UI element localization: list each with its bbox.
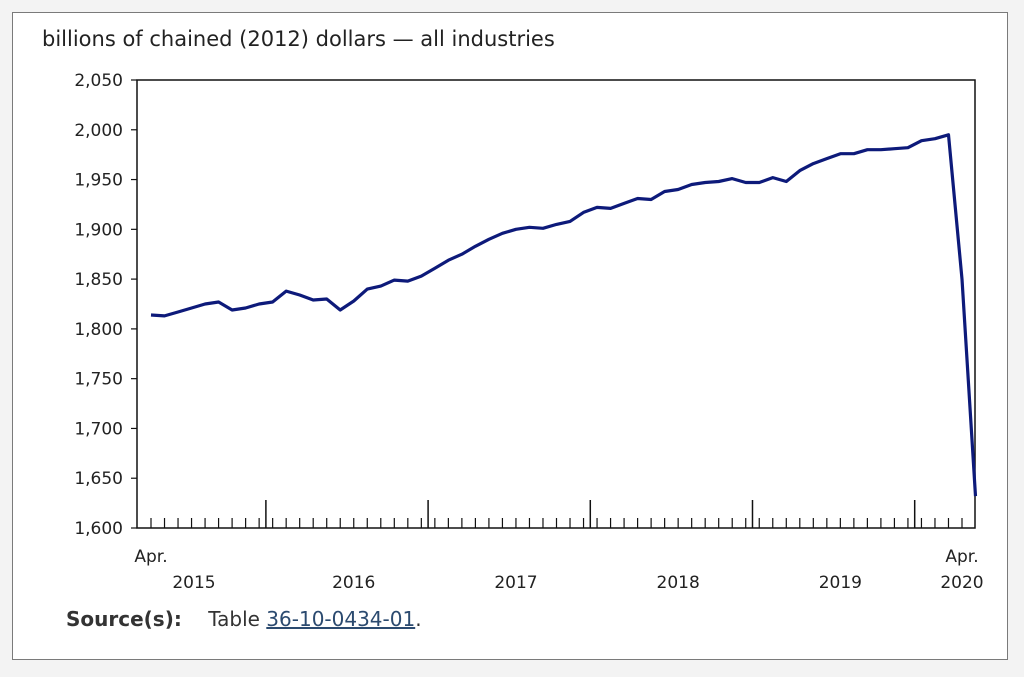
chart-frame [12, 12, 1008, 660]
x-tick-label: Apr. [945, 547, 978, 567]
source-table-link[interactable]: 36-10-0434-01 [266, 607, 416, 631]
source-prefix: Table [208, 607, 260, 631]
x-tick-label: 2020 [940, 573, 983, 593]
x-tick-label: 2016 [332, 573, 375, 593]
source-label: Source(s): [66, 607, 182, 631]
x-tick-label: 2019 [819, 573, 862, 593]
y-tick-label: 1,800 [74, 320, 123, 340]
y-tick-label: 1,950 [74, 171, 123, 191]
x-tick-label: 2017 [494, 573, 537, 593]
y-tick-label: 1,900 [74, 220, 123, 240]
y-tick-label: 2,050 [74, 71, 123, 91]
x-tick-label: 2015 [172, 573, 215, 593]
y-tick-label: 1,600 [74, 519, 123, 539]
y-tick-label: 1,700 [74, 419, 123, 439]
y-tick-label: 2,000 [74, 121, 123, 141]
x-tick-label: Apr. [134, 547, 167, 567]
source-line: Source(s): Table 36-10-0434-01. [66, 607, 422, 631]
source-suffix: . [415, 607, 422, 631]
y-tick-label: 1,750 [74, 370, 123, 390]
series-line [150, 133, 978, 497]
x-tick-label: 2018 [657, 573, 700, 593]
y-tick-label: 1,650 [74, 469, 123, 489]
y-axis-label: billions of chained (2012) dollars — all… [42, 27, 555, 51]
y-tick-label: 1,850 [74, 270, 123, 290]
